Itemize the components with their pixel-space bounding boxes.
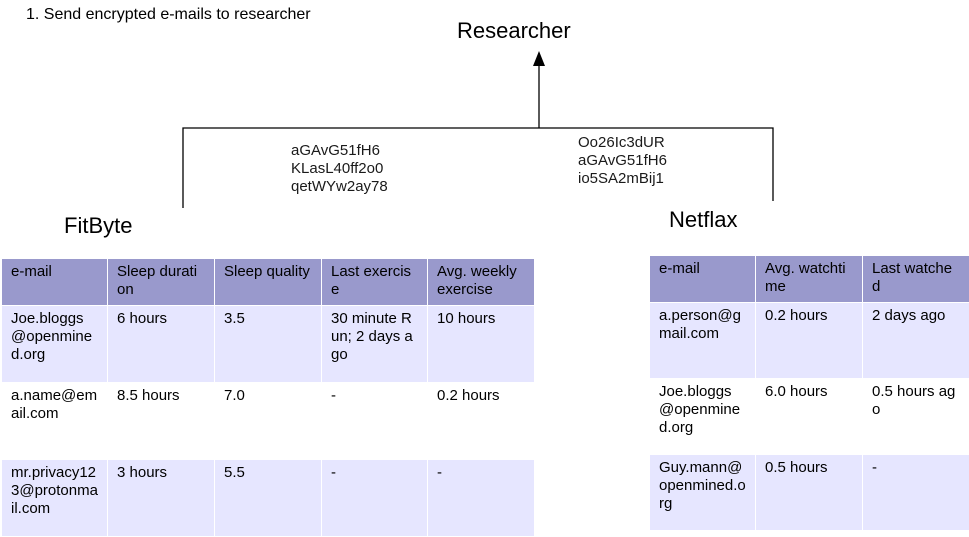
table-cell: - — [428, 460, 535, 537]
table-row: Joe.bloggs@openmined.org 6.0 hours 0.5 h… — [650, 379, 969, 455]
header-email: e-mail — [2, 259, 108, 306]
table-cell: 7.0 — [215, 383, 322, 460]
table-cell: mr.privacy123@protonmail.com — [2, 460, 108, 537]
table-row: a.person@gmail.com 0.2 hours 2 days ago — [650, 303, 969, 379]
table-cell: Guy.mann@openmined.org — [650, 455, 756, 531]
table-cell: Joe.bloggs@openmined.org — [650, 379, 756, 455]
header-last-watched: Last watched — [863, 256, 969, 303]
table-cell: 5.5 — [215, 460, 322, 537]
table-cell: 6 hours — [108, 306, 215, 383]
table-cell: 0.2 hours — [756, 303, 863, 379]
table-row: a.name@email.com 8.5 hours 7.0 - 0.2 hou… — [2, 383, 535, 460]
table-header-row: e-mail Avg. watchtime Last watched — [650, 256, 969, 303]
header-avg-watchtime: Avg. watchtime — [756, 256, 863, 303]
fitbyte-table: e-mail Sleep duration Sleep quality Last… — [1, 258, 535, 537]
table-cell: 6.0 hours — [756, 379, 863, 455]
netflax-code: io5SA2mBij1 — [578, 170, 667, 188]
table-cell: 8.5 hours — [108, 383, 215, 460]
fitbyte-code: KLasL40ff2o0 — [291, 160, 388, 178]
connector-path — [183, 128, 773, 208]
table-cell: 0.5 hours ago — [863, 379, 969, 455]
table-row: Joe.bloggs@openmined.org 6 hours 3.5 30 … — [2, 306, 535, 383]
table-cell: 3 hours — [108, 460, 215, 537]
netflax-title: Netflax — [669, 207, 737, 233]
table-cell: 30 minute Run; 2 days ago — [322, 306, 428, 383]
table-row: mr.privacy123@protonmail.com 3 hours 5.5… — [2, 460, 535, 537]
netflax-code: aGAvG51fH6 — [578, 152, 667, 170]
table-cell: 0.5 hours — [756, 455, 863, 531]
table-cell: 3.5 — [215, 306, 322, 383]
fitbyte-title: FitByte — [64, 213, 132, 239]
table-cell: Joe.bloggs@openmined.org — [2, 306, 108, 383]
fitbyte-code: qetWYw2ay78 — [291, 178, 388, 196]
table-row: Guy.mann@openmined.org 0.5 hours - — [650, 455, 969, 531]
netflax-code: Oo26Ic3dUR — [578, 134, 667, 152]
table-cell: - — [322, 460, 428, 537]
table-header-row: e-mail Sleep duration Sleep quality Last… — [2, 259, 535, 306]
header-last-exercise: Last exercise — [322, 259, 428, 306]
table-cell: 10 hours — [428, 306, 535, 383]
table-cell: a.name@email.com — [2, 383, 108, 460]
table-cell: 2 days ago — [863, 303, 969, 379]
header-sleep-quality: Sleep quality — [215, 259, 322, 306]
table-cell: - — [863, 455, 969, 531]
fitbyte-codes: aGAvG51fH6 KLasL40ff2o0 qetWYw2ay78 — [291, 142, 388, 196]
header-avg-weekly-exercise: Avg. weekly exercise — [428, 259, 535, 306]
table-cell: - — [322, 383, 428, 460]
table-cell: a.person@gmail.com — [650, 303, 756, 379]
header-sleep-duration: Sleep duration — [108, 259, 215, 306]
header-email: e-mail — [650, 256, 756, 303]
fitbyte-code: aGAvG51fH6 — [291, 142, 388, 160]
netflax-codes: Oo26Ic3dUR aGAvG51fH6 io5SA2mBij1 — [578, 134, 667, 188]
netflax-table: e-mail Avg. watchtime Last watched a.per… — [649, 255, 969, 531]
table-cell: 0.2 hours — [428, 383, 535, 460]
arrow-head-icon — [533, 51, 545, 66]
